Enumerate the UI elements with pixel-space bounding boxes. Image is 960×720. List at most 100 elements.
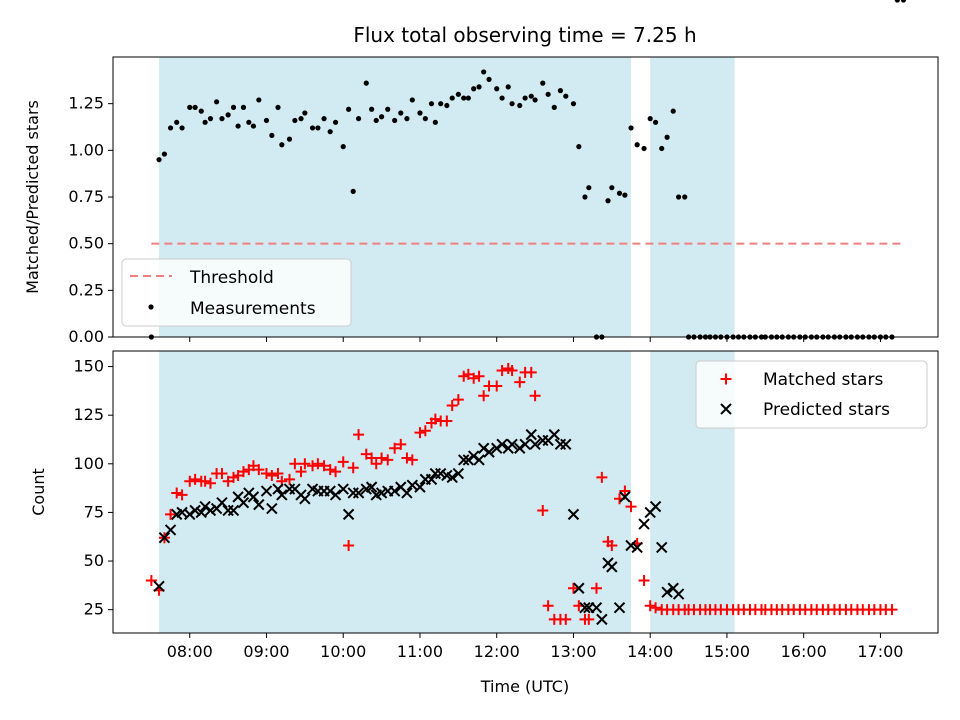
measurement-point: [576, 144, 582, 150]
y-tick-label: 125: [73, 405, 104, 424]
panel-count: 08:00 09:00 10:00 11:00 12:00 13:00 14:00 15:00…: [73, 351, 939, 661]
predicted-star-point: [216, 496, 228, 509]
predicted-star-point: [560, 438, 572, 451]
measurement-point: [240, 104, 247, 110]
matched-star-point: [537, 504, 549, 516]
predicted-star-point: [458, 454, 470, 466]
measurement-point: [279, 142, 285, 148]
y-tick-label: 1.00: [68, 140, 104, 159]
matched-star-point: [644, 600, 656, 612]
matched-star-point: [496, 364, 508, 376]
x-tick-label: 17:00: [857, 642, 903, 661]
matched-star-point: [596, 471, 608, 483]
predicted-star-point: [375, 487, 388, 499]
measurement-point: [609, 185, 615, 191]
measurement-point: [586, 185, 592, 191]
measurement-point: [179, 125, 185, 131]
measurement-point: [302, 110, 308, 116]
predicted-star-point: [276, 489, 288, 501]
measurement-point: [202, 119, 208, 125]
predicted-star-point: [324, 485, 336, 497]
measurement-point: [570, 101, 577, 107]
predicted-star-point: [446, 471, 458, 484]
matched-star-point: [324, 464, 336, 476]
matched-star-point: [260, 468, 272, 480]
matched-star-point: [176, 489, 188, 501]
measurement-point: [486, 76, 492, 82]
x-axis-label: Time (UTC): [480, 677, 569, 696]
measurement-point: [235, 123, 241, 129]
matched-star-point: [414, 427, 426, 439]
matched-star-point: [307, 460, 319, 472]
measurement-point: [659, 145, 665, 152]
measurement-point: [379, 114, 385, 120]
measurement-point: [455, 91, 461, 97]
matched-star-point: [441, 415, 453, 427]
y-tick-label: 1.25: [68, 94, 104, 113]
measurement-point: [214, 99, 220, 105]
predicted-star-point: [491, 442, 503, 454]
predicted-star-point: [260, 485, 273, 497]
matched-star-point: [567, 582, 579, 594]
measurement-point: [505, 84, 511, 90]
measurement-point: [398, 110, 404, 116]
predicted-star-point: [204, 504, 217, 517]
measurement-point: [286, 136, 293, 142]
legend-matched-swatch: [720, 373, 732, 385]
matched-star-point: [886, 604, 898, 616]
measurement-point: [634, 142, 640, 148]
y-tick-label: 0.50: [68, 234, 104, 253]
measurement-point: [894, 0, 900, 3]
matched-star-point: [199, 475, 211, 487]
matched-star-point: [347, 462, 359, 474]
predicted-star-point: [467, 450, 480, 462]
x-tick-label: 16:00: [781, 642, 827, 661]
matched-star-point: [478, 390, 490, 402]
predicted-star-point: [514, 442, 526, 454]
predicted-star-point: [596, 613, 608, 626]
matched-star-point: [473, 370, 485, 382]
measurement-point: [198, 108, 204, 114]
y-axis-label-bottom: Count: [29, 468, 48, 516]
y-tick-label: 25: [84, 600, 104, 619]
measurement-point: [557, 88, 564, 94]
measurement-point: [225, 112, 231, 118]
matched-star-point: [625, 501, 637, 513]
y-tick-label: 50: [84, 551, 104, 570]
measurement-point: [298, 116, 304, 122]
measurement-point: [509, 101, 515, 107]
measurement-point: [641, 145, 647, 152]
predicted-star-point: [619, 491, 631, 503]
measurement-point: [670, 108, 676, 114]
measurement-point: [522, 95, 528, 101]
legend-matched-label: Matched stars: [763, 370, 883, 390]
measurement-point: [327, 129, 333, 135]
matched-star-point: [189, 473, 201, 485]
measurement-point: [292, 117, 298, 124]
measurement-point: [622, 192, 628, 198]
predicted-star-point: [342, 508, 355, 521]
measurement-point: [676, 194, 682, 200]
predicted-star-point: [352, 487, 365, 499]
matched-star-point: [272, 468, 284, 480]
measurement-point: [269, 132, 275, 138]
measurement-point: [309, 125, 316, 131]
predicted-star-point: [272, 483, 284, 495]
measurement-point: [363, 80, 369, 86]
measurement-point: [355, 116, 362, 122]
predicted-star-point: [337, 483, 349, 495]
predicted-star-point: [414, 481, 426, 493]
predicted-star-point: [625, 539, 637, 552]
measurement-point: [321, 116, 327, 122]
measurement-point: [476, 84, 482, 90]
measurement-point: [187, 104, 193, 110]
predicted-star-point: [656, 541, 668, 554]
matched-star-point: [468, 372, 480, 384]
x-tick-label: 09:00: [243, 642, 289, 661]
legend-top: Threshold Measurements: [121, 258, 352, 327]
matched-star-point: [529, 390, 541, 402]
measurement-point: [605, 198, 611, 204]
predicted-star-point: [473, 454, 485, 466]
matched-star-point: [506, 364, 518, 376]
predicted-star-point: [299, 493, 311, 505]
